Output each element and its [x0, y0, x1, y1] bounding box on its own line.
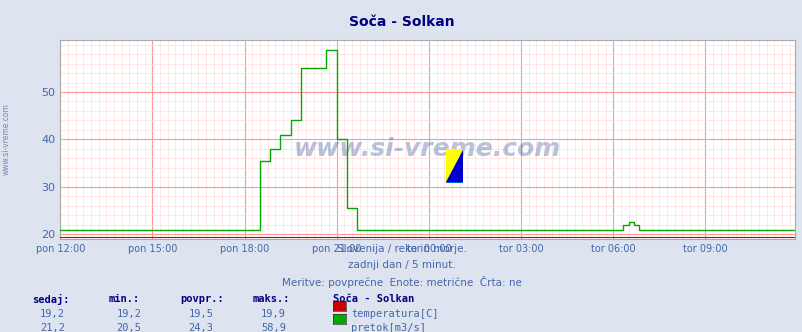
- Text: 19,5: 19,5: [188, 309, 213, 319]
- Text: 19,2: 19,2: [40, 309, 65, 319]
- Text: zadnji dan / 5 minut.: zadnji dan / 5 minut.: [347, 260, 455, 270]
- Text: 19,9: 19,9: [261, 309, 286, 319]
- Text: www.si-vreme.com: www.si-vreme.com: [294, 137, 561, 161]
- Text: Slovenija / reke in morje.: Slovenija / reke in morje.: [336, 244, 466, 254]
- Polygon shape: [445, 149, 463, 183]
- Polygon shape: [445, 149, 463, 183]
- Text: Soča - Solkan: Soča - Solkan: [333, 294, 414, 304]
- Text: pretok[m3/s]: pretok[m3/s]: [350, 323, 425, 332]
- Text: sedaj:: sedaj:: [32, 294, 70, 305]
- Text: temperatura[C]: temperatura[C]: [350, 309, 438, 319]
- Text: min.:: min.:: [108, 294, 140, 304]
- Text: Soča - Solkan: Soča - Solkan: [348, 15, 454, 29]
- Text: Meritve: povprečne  Enote: metrične  Črta: ne: Meritve: povprečne Enote: metrične Črta:…: [282, 276, 520, 288]
- Text: 19,2: 19,2: [116, 309, 141, 319]
- Text: povpr.:: povpr.:: [180, 294, 224, 304]
- Text: 21,2: 21,2: [40, 323, 65, 332]
- Text: maks.:: maks.:: [253, 294, 290, 304]
- Text: 20,5: 20,5: [116, 323, 141, 332]
- Text: www.si-vreme.com: www.si-vreme.com: [2, 104, 11, 175]
- Text: 58,9: 58,9: [261, 323, 286, 332]
- Polygon shape: [445, 166, 463, 183]
- Text: 24,3: 24,3: [188, 323, 213, 332]
